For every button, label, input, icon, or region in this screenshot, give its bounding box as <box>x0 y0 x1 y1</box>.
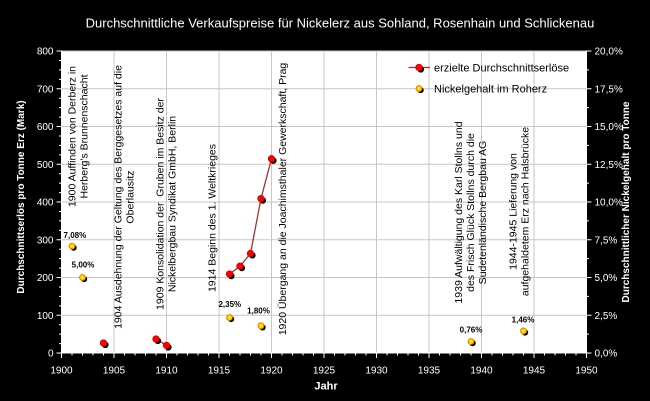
svg-text:Herberg's Brunnenschacht: Herberg's Brunnenschacht <box>79 74 91 198</box>
svg-text:0,76%: 0,76% <box>460 326 483 335</box>
svg-text:7,5%: 7,5% <box>595 235 618 246</box>
svg-text:Durchschnittserlös pro Tonne E: Durchschnittserlös pro Tonne Erz (Mark) <box>16 100 27 293</box>
svg-text:1950: 1950 <box>575 366 598 377</box>
svg-text:0,0%: 0,0% <box>595 349 618 360</box>
svg-text:20,0%: 20,0% <box>595 47 623 58</box>
svg-text:1905: 1905 <box>103 366 126 377</box>
svg-text:Oberlausitz: Oberlausitz <box>125 170 137 223</box>
svg-text:600: 600 <box>37 122 54 133</box>
svg-text:Nickelbergbau Syndikat GmbH, B: Nickelbergbau Syndikat GmbH, Berlin <box>167 116 179 292</box>
svg-text:aufgehaldetem Erz nach Halsbrü: aufgehaldetem Erz nach Halsbrücke <box>520 127 532 296</box>
svg-text:100: 100 <box>37 311 54 322</box>
svg-text:1900: 1900 <box>50 366 73 377</box>
svg-text:500: 500 <box>37 160 54 171</box>
svg-text:700: 700 <box>37 84 54 95</box>
svg-text:1914 Beginn des 1. Weltkrieges: 1914 Beginn des 1. Weltkrieges <box>207 144 219 292</box>
svg-text:1940: 1940 <box>470 366 493 377</box>
svg-text:Sudetenländische Bergbau AG: Sudetenländische Bergbau AG <box>477 141 489 285</box>
svg-text:300: 300 <box>37 235 54 246</box>
svg-text:2,5%: 2,5% <box>595 311 618 322</box>
svg-text:Durchschnittlicher Nickelgehal: Durchschnittlicher Nickelgehalt pro Tonn… <box>621 101 632 302</box>
svg-text:1900 Auffinden von Derberz in: 1900 Auffinden von Derberz in <box>66 66 78 207</box>
svg-text:1939 Aufwältigung des Karl Sto: 1939 Aufwältigung des Karl Stollns und <box>453 121 465 303</box>
svg-text:5,0%: 5,0% <box>595 273 618 284</box>
svg-text:1,80%: 1,80% <box>247 307 270 316</box>
svg-text:2,35%: 2,35% <box>218 300 241 309</box>
svg-text:400: 400 <box>37 198 54 209</box>
svg-text:800: 800 <box>37 47 54 58</box>
svg-text:12,5%: 12,5% <box>595 160 623 171</box>
svg-text:erzielte Durchschnittserlöse: erzielte Durchschnittserlöse <box>434 62 569 74</box>
svg-text:1920 Übergang an die Joachimst: 1920 Übergang an die Joachimsthaler Gewe… <box>277 63 289 336</box>
svg-text:1930: 1930 <box>365 366 388 377</box>
svg-text:des Frisch Glück Stollns durch: des Frisch Glück Stollns durch die <box>465 133 477 292</box>
svg-text:1920: 1920 <box>260 366 283 377</box>
svg-text:1925: 1925 <box>313 366 336 377</box>
svg-text:1935: 1935 <box>418 366 441 377</box>
svg-text:17,5%: 17,5% <box>595 84 623 95</box>
svg-text:10,0%: 10,0% <box>595 198 623 209</box>
svg-text:1945: 1945 <box>523 366 546 377</box>
svg-text:200: 200 <box>37 273 54 284</box>
svg-text:7,08%: 7,08% <box>64 231 87 240</box>
svg-text:1944-1945 Lieferung von: 1944-1945 Lieferung von <box>508 153 520 270</box>
svg-text:1909 Konsolidation der Gruben: 1909 Konsolidation der Gruben im Besitz … <box>154 98 166 310</box>
svg-text:1,46%: 1,46% <box>512 316 535 325</box>
svg-text:1915: 1915 <box>208 366 231 377</box>
svg-text:5,00%: 5,00% <box>72 261 95 270</box>
svg-text:15,0%: 15,0% <box>595 122 623 133</box>
svg-text:Jahr: Jahr <box>314 381 338 393</box>
svg-text:1904 Ausdehnung der Geltung de: 1904 Ausdehnung der Geltung des Berggese… <box>113 65 125 329</box>
svg-text:1910: 1910 <box>155 366 178 377</box>
svg-text:Nickelgehalt im Roherz: Nickelgehalt im Roherz <box>434 83 547 95</box>
svg-text:0: 0 <box>48 349 54 360</box>
svg-text:Durchschnittliche Verkaufsprei: Durchschnittliche Verkaufspreise für Nic… <box>86 16 595 31</box>
